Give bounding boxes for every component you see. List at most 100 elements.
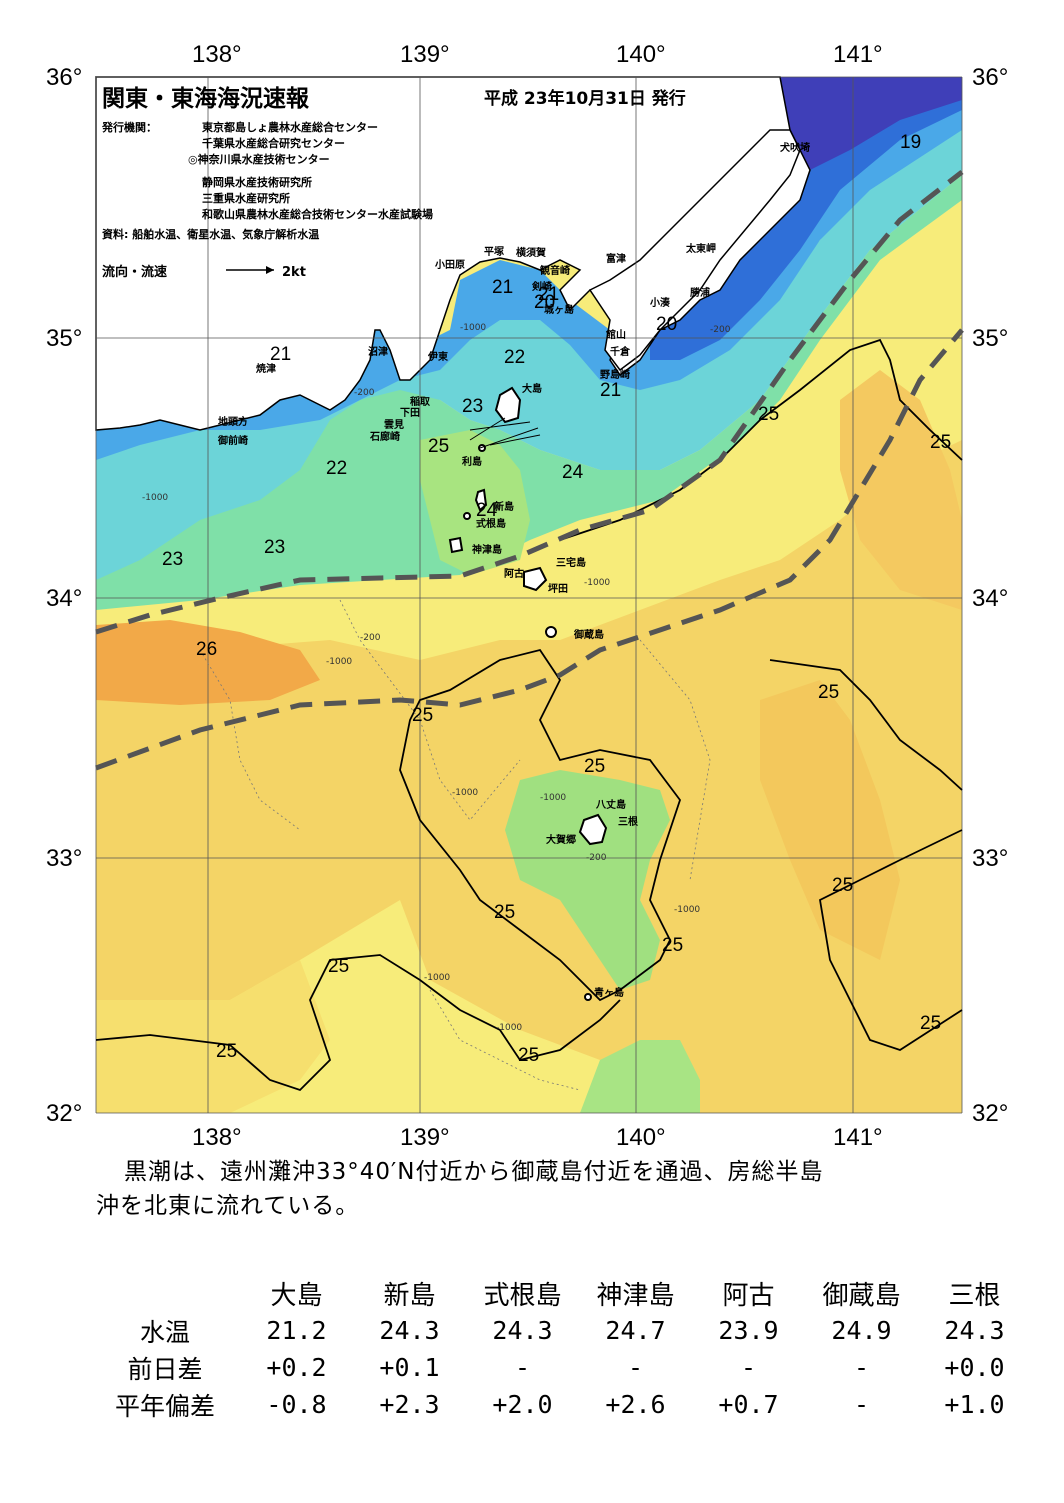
table-cell: - [627,1353,644,1382]
table-corner [90,1275,240,1312]
table-row: 平年偏差 -0.8 +2.3 +2.0 +2.6 +0.7 - +1.0 [90,1386,1031,1423]
table-cell: +0.7 [718,1390,779,1419]
isotherm-label: 23 [264,537,285,558]
summary-line: 黒潮は、遠州灘沖33°40′N付近から御蔵島付近を通過、房総半島 [124,1159,824,1185]
isotherm-label: 23 [462,396,483,417]
issuers-label: 発行機関： [101,120,157,134]
table-cell: 24.3 [944,1316,1005,1345]
temp-zone-19 [780,77,962,170]
isotherm-label: 25 [930,432,951,453]
isotherm-label: 19 [900,132,921,153]
isotherm-label: 20 [534,292,555,313]
column-header: 式根島 [483,1281,562,1311]
kuroshio-outer-edge [95,328,964,771]
island-shikinejima [463,512,471,520]
place-label: 富津 [606,252,626,265]
isotherm-label: 25 [584,756,605,777]
depth-label: -200 [360,633,381,643]
isotherm-label: 20 [656,314,677,335]
islands [448,386,608,1001]
table-row: 水温 21.2 24.3 24.3 24.7 23.9 24.9 24.3 [90,1312,1031,1349]
isotherm-label: 25 [216,1041,237,1062]
isotherm-label: 26 [196,639,217,660]
lat-label: 32° [46,1100,82,1127]
table-cell: -0.8 [266,1390,327,1419]
table-cell: 24.7 [605,1316,666,1345]
place-label: 千倉 [610,345,631,358]
column-header: 阿古 [722,1281,775,1311]
lat-label: 34° [972,585,1008,612]
place-label: 野島崎 [600,368,630,381]
isotherm-label: 25 [328,956,349,977]
table-cell: +1.0 [944,1390,1005,1419]
current-arrows [469,417,541,449]
lat-label: 35° [46,325,82,352]
temp-zone-20 [650,85,962,360]
issuer-item: 三重県水産研究所 [202,191,290,205]
table-row: 前日差 +0.2 +0.1 - - - - +0.0 [90,1349,1031,1386]
place-label: 稲取 [410,395,431,408]
station-temperature-table: 大島 新島 式根島 神津島 阿古 御蔵島 三根 水温 21.2 24.3 24.… [90,1275,1031,1423]
depth-label: -1000 [540,793,566,803]
row-label: 前日差 [127,1354,203,1384]
island-kozushima [448,536,464,554]
table-cell: 21.2 [266,1316,327,1345]
kuroshio-summary: 黒潮は、遠州灘沖33°40′N付近から御蔵島付近を通過、房総半島 沖を北東に流れ… [96,1155,996,1223]
isotherm-label: 22 [326,458,347,479]
place-label: 御蔵島 [573,628,604,641]
isotherm-label: 25 [428,436,449,457]
depth-label: -200 [354,388,375,398]
lon-label: 141° [833,1124,883,1150]
issue-date: 平成 23年10月31日 発行 [484,88,686,109]
land-boso [588,129,801,372]
lon-label: 138° [192,1124,242,1150]
isotherm-label: 24 [562,462,584,483]
island-toshima [478,444,486,452]
table-cell: +2.0 [492,1390,553,1419]
isotherm-label: 22 [504,347,525,368]
temp-zone-24-south [580,1040,700,1113]
depth-label: -200 [586,853,607,863]
lon-label: 140° [616,41,666,68]
issuer-item: 静岡県水産技術研究所 [202,175,312,189]
row-label: 平年偏差 [114,1391,215,1421]
lat-label: 32° [972,1100,1008,1127]
place-label: 剣崎 [531,280,552,293]
temp-zone-22 [96,120,962,580]
place-label: 勝浦 [690,286,710,299]
place-label: 太東岬 [685,242,716,255]
isotherm-25-sw [95,954,621,1092]
isotherm-label: 25 [920,1013,941,1034]
kuroshio-axis [95,170,964,771]
lon-label: 140° [616,1124,666,1150]
isotherm-label: 25 [758,404,779,425]
place-label: 平塚 [484,245,504,258]
table-header-row: 大島 新島 式根島 神津島 阿古 御蔵島 三根 [90,1275,1031,1312]
row-label: 水温 [139,1317,190,1347]
table-cell: 24.3 [492,1316,553,1345]
isotherm-label: 25 [662,935,683,956]
island-niijima [474,488,488,512]
table-cell: 24.3 [379,1316,440,1345]
island-oshima [494,386,522,424]
table-cell: +2.3 [379,1390,440,1419]
temp-zone-24-hachijo [505,770,670,990]
isotherm-label: 25 [412,705,433,726]
lat-label: 33° [46,845,82,872]
temp-zone-25-east [760,680,900,960]
place-label: 石廊崎 [369,430,400,443]
table-cell: +0.1 [379,1353,440,1382]
issuer-item: 和歌山県農林水産総合技術センター水産試験場 [202,207,433,221]
temp-zone-23 [96,175,962,610]
lat-label: 36° [972,64,1008,91]
place-label: 阿古 [504,567,524,580]
graticule [95,76,963,1114]
kuroshio-inner-edge [95,170,964,635]
column-header: 神津島 [596,1281,675,1311]
issuer-item: ◎神奈川県水産技術センター [188,152,330,166]
place-label: 青ヶ島 [594,986,624,999]
place-label: 地頭方 [218,415,248,428]
place-label: 下田 [400,407,420,419]
island-miyakejima [523,566,548,592]
isotherm-label: 21 [270,344,291,365]
